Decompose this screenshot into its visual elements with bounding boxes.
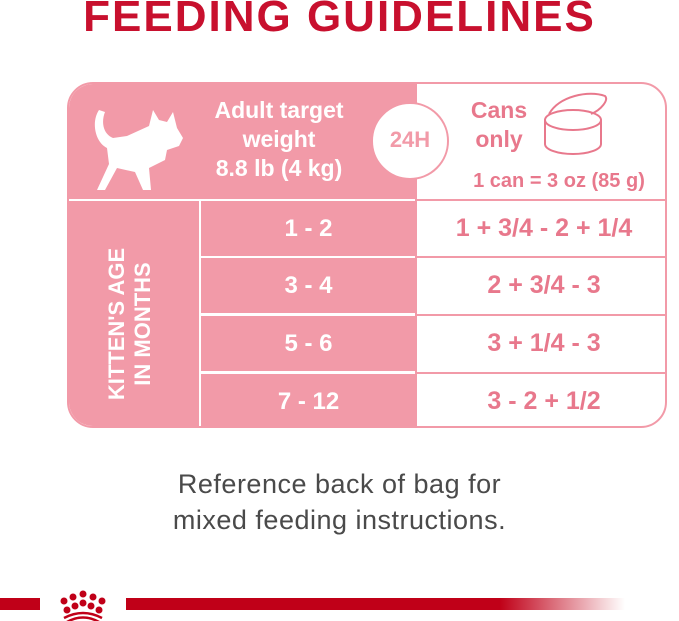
brand-bar xyxy=(0,598,625,610)
column-divider xyxy=(415,199,417,426)
age-label-column xyxy=(69,201,199,426)
age-cell: 5 - 6 xyxy=(201,316,416,371)
footer-note: Reference back of bag for mixed feeding … xyxy=(0,466,679,538)
footer-line-1: Reference back of bag for xyxy=(177,469,502,499)
weight-line-1: Adult target xyxy=(214,97,344,123)
cans-cell: 3 + 1/4 - 3 xyxy=(487,329,601,357)
weight-line-2: weight xyxy=(242,126,316,152)
age-cell: 7 - 12 xyxy=(201,374,416,426)
divider xyxy=(417,199,665,201)
cans-cell: 3 - 2 + 1/2 xyxy=(487,387,601,415)
divider xyxy=(417,314,665,316)
side-line-1: KITTEN'S AGE xyxy=(104,247,129,401)
royal-canin-crown-logo xyxy=(40,588,126,621)
cans-cell: 2 + 3/4 - 3 xyxy=(487,271,601,299)
adult-target-weight: Adult target weight 8.8 lb (4 kg) xyxy=(194,96,364,183)
feeding-table: Adult target weight 8.8 lb (4 kg) 24H Ca… xyxy=(67,82,667,428)
kitten-icon xyxy=(94,110,183,190)
kittens-age-label: KITTEN'S AGE IN MONTHS xyxy=(104,209,164,426)
divider xyxy=(417,372,665,374)
divider xyxy=(417,256,665,258)
can-icon xyxy=(544,92,607,155)
age-cell: 1 - 2 xyxy=(201,201,416,256)
age-cell: 3 - 4 xyxy=(201,258,416,313)
cans-cell: 1 + 3/4 - 2 + 1/4 xyxy=(455,214,633,242)
can-size-label: 1 can = 3 oz (85 g) xyxy=(473,170,645,192)
weight-line-3: 8.8 lb (4 kg) xyxy=(215,155,343,181)
24h-badge: 24H xyxy=(371,102,449,180)
period-label: 24H xyxy=(389,127,431,152)
footer-line-2: mixed feeding instructions. xyxy=(172,505,507,535)
cans-only-label: Cans only xyxy=(469,96,529,154)
cans-line-2: only xyxy=(475,126,523,152)
side-line-2: IN MONTHS xyxy=(130,262,155,386)
page-title: FEEDING GUIDELINES xyxy=(83,0,596,41)
cans-line-1: Cans xyxy=(470,97,528,123)
